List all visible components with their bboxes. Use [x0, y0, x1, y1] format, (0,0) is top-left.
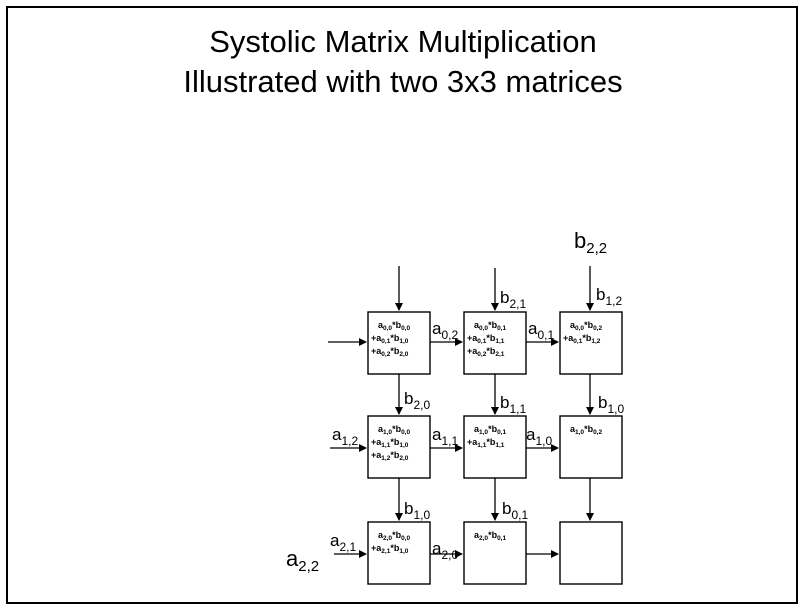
processing-cell-1-1: a1,0*b0,1+a1,1*b1,1 [463, 415, 527, 479]
flow-label-a02: a0,2 [432, 319, 458, 342]
cell-equation-line: a1,0*b0,1 [474, 424, 506, 436]
cell-equation-line: +a0,1*b1,0 [371, 333, 409, 345]
cell-box [559, 521, 623, 585]
cell-equation-line: +a1,1*b1,1 [467, 437, 505, 449]
processing-cell-1-0: a1,0*b0,0+a1,1*b1,0+a1,2*b2,0 [367, 415, 431, 479]
cell-box [367, 415, 431, 479]
data-flow-arrows [328, 266, 594, 558]
flow-label-a21: a2,1 [330, 531, 356, 554]
cell-equation-line: a0,0*b0,2 [570, 320, 602, 332]
flow-label-a10: a1,0 [526, 425, 552, 448]
flow-label-a22: a2,2 [286, 546, 319, 575]
processing-cell-2-2 [559, 521, 623, 585]
cell-equation-line: +a0,2*b2,1 [467, 346, 505, 358]
flow-label-a12: a1,2 [332, 425, 358, 448]
flow-label-a20: a2,0 [432, 539, 458, 562]
cell-box [463, 311, 527, 375]
cell-box [463, 521, 527, 585]
flow-label-b21: b2,1 [500, 288, 526, 311]
flow-label-b12: b1,2 [596, 285, 622, 308]
cell-equation-line: a0,0*b0,0 [378, 320, 410, 332]
title-line-2: Illustrated with two 3x3 matrices [183, 64, 623, 99]
cell-box [367, 521, 431, 585]
cell-box [367, 311, 431, 375]
cell-equation-line: a2,0*b0,0 [378, 530, 410, 542]
cell-equation-line: +a0,1*b1,1 [467, 333, 505, 345]
cell-equation-line: a2,0*b0,1 [474, 530, 506, 542]
cell-equation-line: a1,0*b0,2 [570, 424, 602, 436]
processing-cells: a0,0*b0,0+a0,1*b1,0+a0,2*b2,0a0,0*b0,1+a… [367, 311, 623, 585]
flow-label-b10bot: b1,0 [404, 499, 430, 522]
flow-label-a01: a0,1 [528, 319, 554, 342]
processing-cell-1-2: a1,0*b0,2 [559, 415, 623, 479]
cell-equation-line: +a1,2*b2,0 [371, 450, 409, 462]
cell-box [559, 415, 623, 479]
processing-cell-2-0: a2,0*b0,0+a2,1*b1,0 [367, 521, 431, 585]
cell-equation-line: a0,0*b0,1 [474, 320, 506, 332]
flow-label-b22: b2,2 [574, 228, 607, 257]
flow-label-b10top: b1,0 [598, 393, 624, 416]
cell-equation-line: a1,0*b0,0 [378, 424, 410, 436]
flow-labels: a0,2 a0,1 a1,2 a1,1 a1,0 a2,1 a2,0 a2,2 b2,2 b2,1… [286, 228, 624, 575]
flow-label-b20: b2,0 [404, 389, 430, 412]
slide-frame [6, 6, 798, 604]
flow-label-b01: b0,1 [502, 499, 528, 522]
cell-equation-line: +a1,1*b1,0 [371, 437, 409, 449]
title-line-1: Systolic Matrix Multiplication [209, 24, 597, 59]
cell-equation-line: +a0,1*b1,2 [563, 333, 601, 345]
cell-box [559, 311, 623, 375]
cell-box [463, 415, 527, 479]
processing-cell-0-0: a0,0*b0,0+a0,1*b1,0+a0,2*b2,0 [367, 311, 431, 375]
cell-equation-line: +a0,2*b2,0 [371, 346, 409, 358]
cell-equation-line: +a2,1*b1,0 [371, 543, 409, 555]
flow-label-b11: b1,1 [500, 393, 526, 416]
flow-label-a11: a1,1 [432, 425, 458, 448]
processing-cell-0-1: a0,0*b0,1+a0,1*b1,1+a0,2*b2,1 [463, 311, 527, 375]
processing-cell-0-2: a0,0*b0,2+a0,1*b1,2 [559, 311, 623, 375]
processing-cell-2-1: a2,0*b0,1 [463, 521, 527, 585]
